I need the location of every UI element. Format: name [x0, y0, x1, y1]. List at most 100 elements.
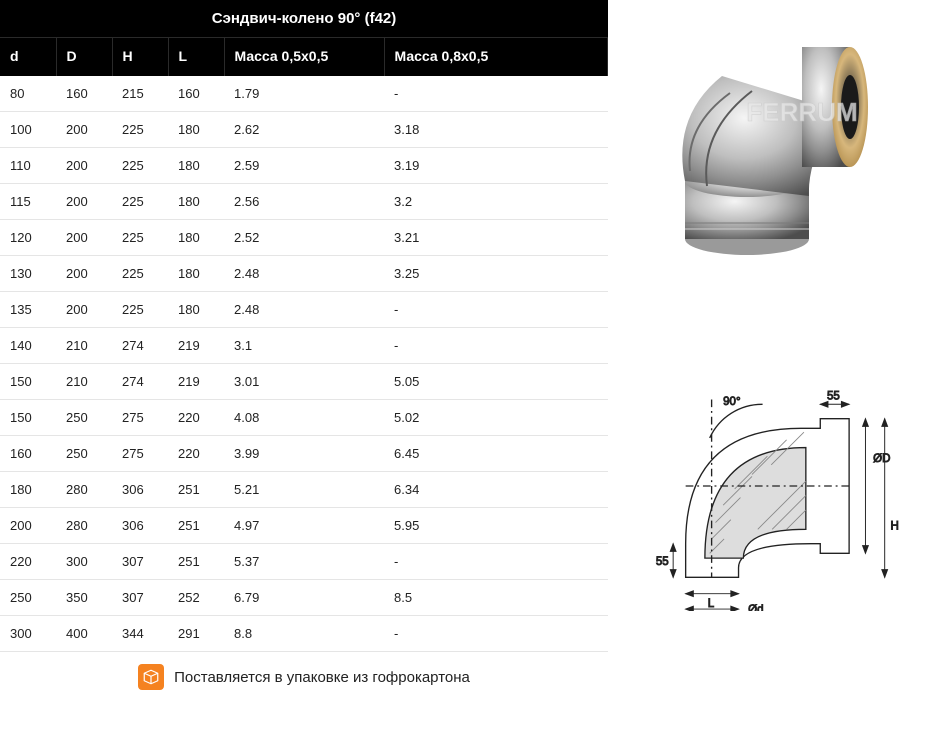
table-row: 1402102742193.1-	[0, 328, 608, 364]
table-cell: 250	[56, 400, 112, 436]
table-cell: 300	[56, 544, 112, 580]
table-cell: 225	[112, 148, 168, 184]
table-cell: 225	[112, 112, 168, 148]
table-cell: 2.48	[224, 292, 384, 328]
table-cell: 251	[168, 544, 224, 580]
table-cell: 3.19	[384, 148, 608, 184]
table-cell: 210	[56, 364, 112, 400]
table-cell: 250	[56, 436, 112, 472]
table-cell: 180	[168, 112, 224, 148]
table-cell: 250	[0, 580, 56, 616]
table-cell: -	[384, 292, 608, 328]
table-cell: 1.79	[224, 76, 384, 112]
table-cell: 180	[168, 256, 224, 292]
table-cell: 160	[56, 76, 112, 112]
table-cell: 180	[168, 184, 224, 220]
table-row: 2503503072526.798.5	[0, 580, 608, 616]
table-cell: 300	[0, 616, 56, 652]
table-cell: 3.1	[224, 328, 384, 364]
table-row: 1002002251802.623.18	[0, 112, 608, 148]
table-cell: 200	[56, 256, 112, 292]
col-header: L	[168, 38, 224, 76]
table-cell: 115	[0, 184, 56, 220]
table-cell: -	[384, 616, 608, 652]
table-cell: 100	[0, 112, 56, 148]
table-cell: 200	[56, 220, 112, 256]
table-cell: 180	[168, 220, 224, 256]
table-cell: -	[384, 328, 608, 364]
table-cell: 274	[112, 364, 168, 400]
table-row: 1802803062515.216.34	[0, 472, 608, 508]
table-cell: 140	[0, 328, 56, 364]
table-cell: 160	[168, 76, 224, 112]
table-cell: 5.05	[384, 364, 608, 400]
col-header: D	[56, 38, 112, 76]
table-header-row: d D H L Масса 0,5x0,5 Масса 0,8x0,5	[0, 38, 608, 76]
table-cell: 344	[112, 616, 168, 652]
table-cell: 3.18	[384, 112, 608, 148]
table-cell: 306	[112, 508, 168, 544]
table-cell: 307	[112, 544, 168, 580]
dim-angle: 90°	[723, 396, 740, 408]
col-header: d	[0, 38, 56, 76]
dim-D: ØD	[873, 453, 890, 465]
table-cell: 280	[56, 508, 112, 544]
table-cell: 291	[168, 616, 224, 652]
table-cell: -	[384, 76, 608, 112]
table-cell: 150	[0, 400, 56, 436]
right-panel: FERRUM	[608, 0, 946, 752]
table-row: 2203003072515.37-	[0, 544, 608, 580]
box-icon	[138, 664, 164, 690]
col-header: H	[112, 38, 168, 76]
table-cell: 8.5	[384, 580, 608, 616]
table-cell: 150	[0, 364, 56, 400]
table-row: 1602502752203.996.45	[0, 436, 608, 472]
table-cell: 307	[112, 580, 168, 616]
dim-55b: 55	[656, 556, 669, 568]
packaging-text: Поставляется в упаковке из гофрокартона	[174, 669, 470, 686]
table-row: 1352002251802.48-	[0, 292, 608, 328]
table-cell: 2.52	[224, 220, 384, 256]
table-cell: 2.48	[224, 256, 384, 292]
table-cell: 210	[56, 328, 112, 364]
table-cell: 8.8	[224, 616, 384, 652]
table-cell: 200	[56, 292, 112, 328]
packaging-note: Поставляется в упаковке из гофрокартона	[0, 652, 608, 704]
table-cell: 251	[168, 472, 224, 508]
table-cell: 215	[112, 76, 168, 112]
table-cell: 274	[112, 328, 168, 364]
table-row: 1502102742193.015.05	[0, 364, 608, 400]
table-cell: 200	[56, 148, 112, 184]
col-header: Масса 0,5x0,5	[224, 38, 384, 76]
table-cell: 4.97	[224, 508, 384, 544]
table-cell: 280	[56, 472, 112, 508]
table-cell: 5.37	[224, 544, 384, 580]
table-cell: 5.95	[384, 508, 608, 544]
table-row: 1102002251802.593.19	[0, 148, 608, 184]
table-row: 1302002251802.483.25	[0, 256, 608, 292]
table-row: 1202002251802.523.21	[0, 220, 608, 256]
table-cell: 130	[0, 256, 56, 292]
dim-d: Ød	[748, 604, 763, 611]
table-row: 1152002251802.563.2	[0, 184, 608, 220]
engineering-diagram: 90° ØD H 55 55	[647, 356, 907, 616]
table-cell: 80	[0, 76, 56, 112]
dim-55a: 55	[827, 390, 840, 402]
table-cell: 110	[0, 148, 56, 184]
table-cell: 3.25	[384, 256, 608, 292]
table-cell: 225	[112, 256, 168, 292]
table-cell: 160	[0, 436, 56, 472]
table-cell: 275	[112, 436, 168, 472]
product-photo: FERRUM	[647, 16, 907, 276]
table-cell: 3.21	[384, 220, 608, 256]
table-cell: 220	[0, 544, 56, 580]
table-cell: 252	[168, 580, 224, 616]
table-cell: 219	[168, 364, 224, 400]
table-row: 2002803062514.975.95	[0, 508, 608, 544]
table-cell: 6.34	[384, 472, 608, 508]
table-cell: 225	[112, 292, 168, 328]
table-cell: 400	[56, 616, 112, 652]
table-cell: 4.08	[224, 400, 384, 436]
table-title: Сэндвич-колено 90° (f42)	[0, 0, 608, 38]
table-row: 801602151601.79-	[0, 76, 608, 112]
